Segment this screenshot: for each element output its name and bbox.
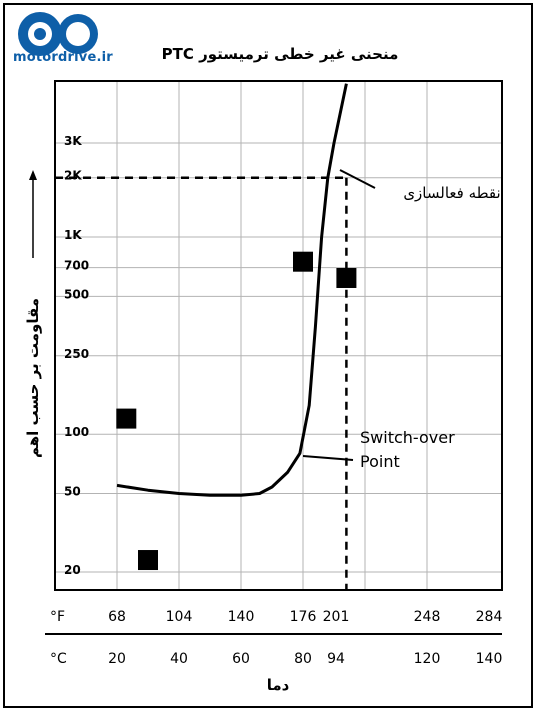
data-marker bbox=[293, 251, 313, 272]
chart-title: منحنی غیر خطی ترمیستور PTC bbox=[161, 45, 399, 63]
unit-fahrenheit: °F bbox=[50, 609, 65, 625]
data-marker bbox=[336, 267, 357, 288]
y-tick-label: 20 bbox=[64, 563, 81, 577]
data-marker bbox=[138, 550, 158, 571]
x-axis-title: دما bbox=[267, 676, 290, 694]
brand-logo bbox=[18, 12, 98, 56]
y-tick-label: 250 bbox=[64, 347, 89, 361]
plot-border bbox=[54, 80, 503, 591]
brand-name: motordrive.ir bbox=[13, 50, 113, 65]
y-tick-label: 700 bbox=[64, 259, 89, 273]
annotation-leader-fa bbox=[339, 169, 376, 189]
series-line bbox=[116, 83, 348, 497]
grid bbox=[55, 81, 502, 590]
figure-frame bbox=[3, 3, 533, 708]
x-tick-label-c: 94 bbox=[327, 651, 345, 667]
y-tick-label: 500 bbox=[64, 287, 89, 301]
annotation-fa: نقطه فعالسازی bbox=[403, 184, 500, 202]
x-tick-label-c: 120 bbox=[414, 651, 441, 667]
x-tick-label-f: 68 bbox=[108, 609, 126, 625]
reference-lines bbox=[55, 176, 348, 590]
x-tick-label-f: 248 bbox=[414, 609, 441, 625]
annotation-en-line1: Switch-over bbox=[360, 428, 455, 447]
x-tick-label-f: 104 bbox=[166, 609, 193, 625]
x-tick-label-c: 40 bbox=[170, 651, 188, 667]
x-tick-label-c: 20 bbox=[108, 651, 126, 667]
y-tick-label: 2K bbox=[64, 169, 82, 183]
y-axis-title: مقاومت بر حسب اهم bbox=[24, 298, 42, 458]
arrow-up-icon bbox=[29, 170, 37, 258]
x-tick-label-c: 80 bbox=[294, 651, 312, 667]
y-tick-label: 100 bbox=[64, 425, 89, 439]
x-tick-label-f: 176 bbox=[290, 609, 317, 625]
y-tick-label: 3K bbox=[64, 134, 82, 148]
gear-icon bbox=[18, 12, 62, 56]
motor-icon bbox=[58, 14, 98, 54]
y-tick-labels: 3K 2K 1K 700 500 250 100 50 20 bbox=[64, 134, 89, 577]
x-tick-label-c: 60 bbox=[232, 651, 250, 667]
x-tick-label-f: 201 bbox=[323, 609, 350, 625]
annotation-leader-en bbox=[302, 455, 354, 461]
y-tick-label: 1K bbox=[64, 228, 82, 242]
y-tick-label: 50 bbox=[64, 485, 81, 499]
x-tick-label-f: 140 bbox=[228, 609, 255, 625]
svg-text:مقاومت بر حسب اهم: مقاومت بر حسب اهم bbox=[24, 298, 42, 458]
annotation-en-line2: Point bbox=[360, 452, 400, 471]
markers bbox=[116, 251, 357, 571]
x-tick-labels: 68 104 140 176 201 248 284 20 40 60 80 94 120 140 bbox=[108, 609, 502, 667]
x-tick-label-f: 284 bbox=[476, 609, 503, 625]
unit-celsius: °C bbox=[50, 651, 67, 667]
x-tick-label-c: 140 bbox=[476, 651, 503, 667]
data-marker bbox=[116, 408, 137, 429]
